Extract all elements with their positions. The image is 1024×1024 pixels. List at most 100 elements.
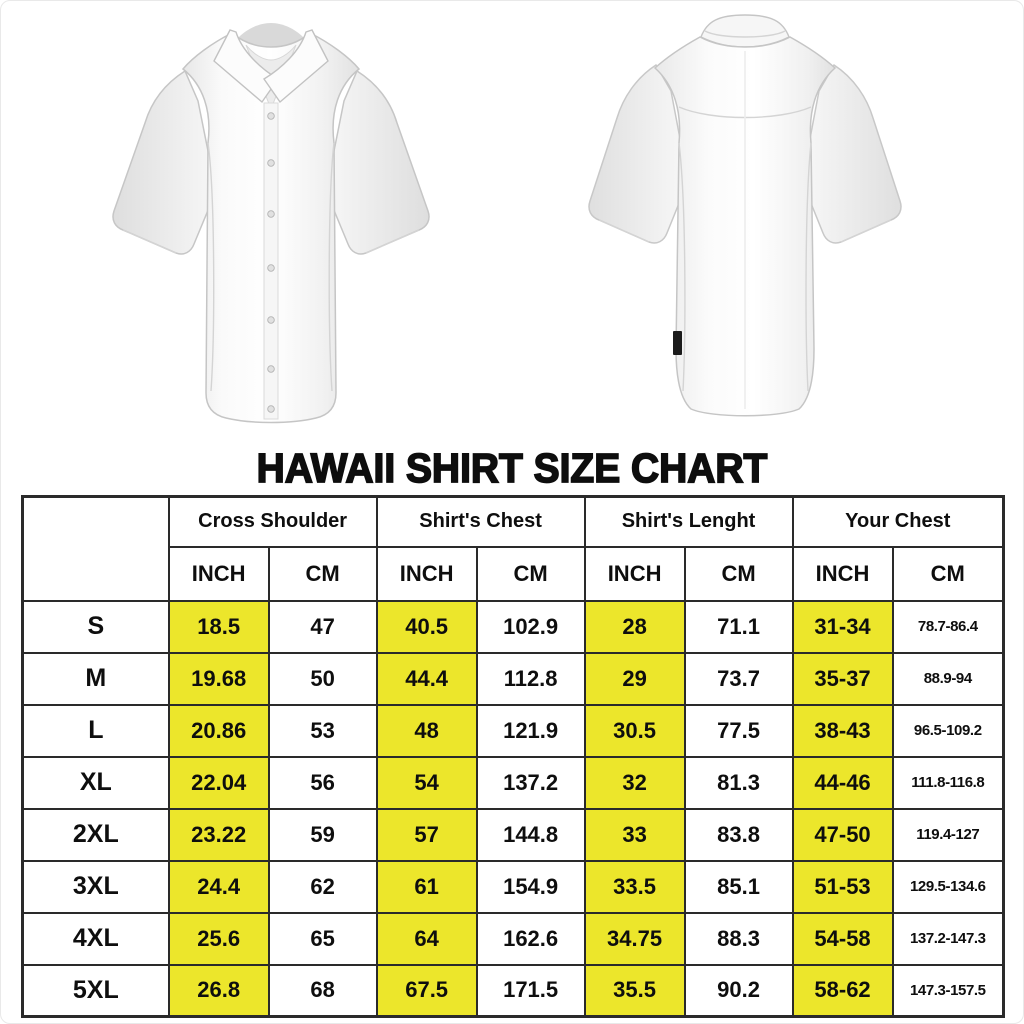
cross-shoulder-cm: 65	[267, 911, 378, 966]
unit-header-inch: INCH	[375, 545, 478, 602]
table-row: 3XL 24.4 62 61 154.9 33.5 85.1 51-53 129…	[21, 859, 1005, 914]
your-chest-inch: 47-50	[791, 807, 894, 862]
table-row: M 19.68 50 44.4 112.8 29 73.7 35-37 88.9…	[21, 651, 1005, 706]
product-images	[1, 1, 1023, 445]
your-chest-cm: 96.5-109.2	[891, 703, 1005, 758]
shirts-chest-inch: 48	[375, 703, 478, 758]
shirts-chest-cm: 144.8	[475, 807, 586, 862]
front-collar-right	[263, 29, 329, 104]
shirts-lenght-cm: 73.7	[683, 651, 794, 706]
shirts-lenght-cm: 85.1	[683, 859, 794, 914]
table-row: L 20.86 53 48 121.9 30.5 77.5 38-43 96.5…	[21, 703, 1005, 758]
group-header-shirts-chest: Shirt's Chest	[375, 495, 586, 548]
size-label: L	[21, 703, 170, 758]
shirts-chest-inch: 40.5	[375, 599, 478, 654]
cross-shoulder-inch: 25.6	[167, 911, 270, 966]
cross-shoulder-inch: 26.8	[167, 963, 270, 1018]
shirts-chest-inch: 44.4	[375, 651, 478, 706]
unit-header-inch: INCH	[583, 545, 686, 602]
size-label: M	[21, 651, 170, 706]
shirts-lenght-cm: 88.3	[683, 911, 794, 966]
front-left-sleeve	[112, 69, 217, 255]
your-chest-cm: 129.5-134.6	[891, 859, 1005, 914]
cross-shoulder-cm: 50	[267, 651, 378, 706]
back-right-sleeve	[801, 63, 902, 244]
shirts-chest-inch: 54	[375, 755, 478, 810]
table-row: 4XL 25.6 65 64 162.6 34.75 88.3 54-58 13…	[21, 911, 1005, 966]
your-chest-inch: 54-58	[791, 911, 894, 966]
cross-shoulder-cm: 62	[267, 859, 378, 914]
shirts-chest-cm: 121.9	[475, 703, 586, 758]
cross-shoulder-inch: 18.5	[167, 599, 270, 654]
shirts-chest-inch: 61	[375, 859, 478, 914]
shirts-chest-cm: 162.6	[475, 911, 586, 966]
your-chest-inch: 51-53	[791, 859, 894, 914]
shirts-lenght-inch: 35.5	[583, 963, 686, 1018]
cross-shoulder-inch: 22.04	[167, 755, 270, 810]
shirts-lenght-inch: 34.75	[583, 911, 686, 966]
your-chest-inch: 38-43	[791, 703, 894, 758]
size-label: XL	[21, 755, 170, 810]
care-tag	[673, 331, 682, 355]
your-chest-cm: 119.4-127	[891, 807, 1005, 862]
size-label: S	[21, 599, 170, 654]
group-header-shirts-lenght: Shirt's Lenght	[583, 495, 794, 548]
shirts-chest-inch: 67.5	[375, 963, 478, 1018]
front-placket	[263, 102, 279, 420]
shirts-chest-inch: 64	[375, 911, 478, 966]
shirt-back-image	[588, 14, 902, 417]
size-table-body: S 18.5 47 40.5 102.9 28 71.1 31-34 78.7-…	[21, 599, 1005, 1018]
size-column-header	[21, 495, 170, 602]
your-chest-cm: 137.2-147.3	[891, 911, 1005, 966]
cross-shoulder-inch: 20.86	[167, 703, 270, 758]
cross-shoulder-cm: 59	[267, 807, 378, 862]
shirts-chest-cm: 112.8	[475, 651, 586, 706]
table-row: 2XL 23.22 59 57 144.8 33 83.8 47-50 119.…	[21, 807, 1005, 862]
your-chest-inch: 58-62	[791, 963, 894, 1018]
shirts-chest-cm: 102.9	[475, 599, 586, 654]
your-chest-cm: 78.7-86.4	[891, 599, 1005, 654]
your-chest-inch: 31-34	[791, 599, 894, 654]
shirts-chest-cm: 171.5	[475, 963, 586, 1018]
unit-header-cm: CM	[267, 545, 378, 602]
group-header-your-chest: Your Chest	[791, 495, 1005, 548]
size-label: 5XL	[21, 963, 170, 1018]
size-chart-table: Cross Shoulder Shirt's Chest Shirt's Len…	[21, 495, 1005, 1018]
unit-header-inch: INCH	[167, 545, 270, 602]
shirts-chest-cm: 154.9	[475, 859, 586, 914]
page-title: HAWAII SHIRT SIZE CHART	[256, 444, 768, 492]
shirts-lenght-cm: 71.1	[683, 599, 794, 654]
size-label: 4XL	[21, 911, 170, 966]
shirts-lenght-cm: 81.3	[683, 755, 794, 810]
shirts-chest-inch: 57	[375, 807, 478, 862]
cross-shoulder-inch: 19.68	[167, 651, 270, 706]
cross-shoulder-inch: 23.22	[167, 807, 270, 862]
size-label: 3XL	[21, 859, 170, 914]
cross-shoulder-cm: 53	[267, 703, 378, 758]
table-row: S 18.5 47 40.5 102.9 28 71.1 31-34 78.7-…	[21, 599, 1005, 654]
your-chest-inch: 44-46	[791, 755, 894, 810]
table-row: 5XL 26.8 68 67.5 171.5 35.5 90.2 58-62 1…	[21, 963, 1005, 1018]
your-chest-inch: 35-37	[791, 651, 894, 706]
shirts-lenght-inch: 33.5	[583, 859, 686, 914]
shirts-lenght-cm: 90.2	[683, 963, 794, 1018]
shirts-lenght-inch: 28	[583, 599, 686, 654]
your-chest-cm: 147.3-157.5	[891, 963, 1005, 1018]
front-right-sleeve	[325, 69, 430, 255]
unit-header-inch: INCH	[791, 545, 894, 602]
cross-shoulder-inch: 24.4	[167, 859, 270, 914]
front-buttons	[267, 112, 275, 413]
your-chest-cm: 111.8-116.8	[891, 755, 1005, 810]
unit-header-cm: CM	[475, 545, 586, 602]
table-row: XL 22.04 56 54 137.2 32 81.3 44-46 111.8…	[21, 755, 1005, 810]
unit-header-cm: CM	[891, 545, 1005, 602]
shirts-lenght-inch: 33	[583, 807, 686, 862]
cross-shoulder-cm: 56	[267, 755, 378, 810]
shirts-lenght-inch: 32	[583, 755, 686, 810]
unit-header-cm: CM	[683, 545, 794, 602]
cross-shoulder-cm: 68	[267, 963, 378, 1018]
size-label: 2XL	[21, 807, 170, 862]
shirts-lenght-cm: 83.8	[683, 807, 794, 862]
shirt-front-image	[112, 23, 430, 424]
